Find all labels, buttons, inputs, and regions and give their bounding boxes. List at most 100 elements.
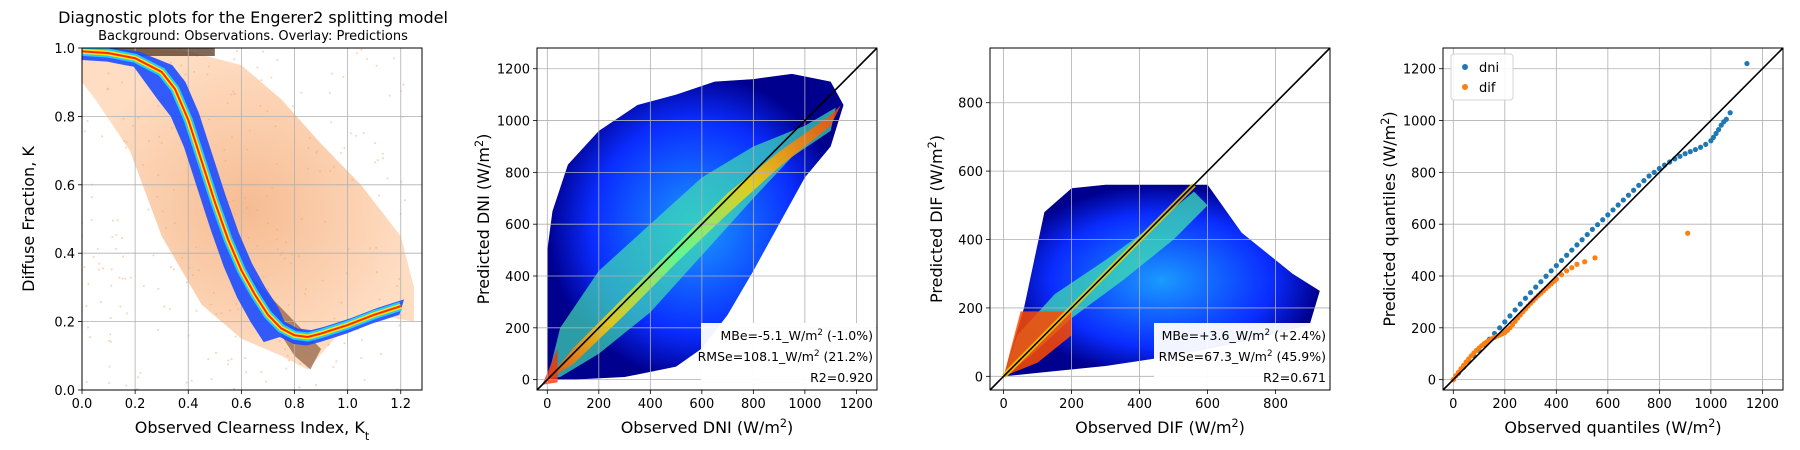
observation-point	[207, 358, 210, 361]
observation-point	[228, 309, 231, 312]
observation-point	[129, 276, 132, 279]
density-peak	[547, 105, 841, 380]
observation-point	[121, 237, 124, 240]
dni-point	[1697, 144, 1704, 150]
observation-point	[233, 387, 236, 390]
dif-point	[1558, 272, 1565, 278]
observation-point	[369, 247, 372, 250]
y-tick-label: 600	[958, 165, 983, 180]
observation-point	[343, 342, 346, 345]
x-tick-label: 0.6	[231, 397, 252, 412]
observation-point	[157, 329, 160, 332]
observation-point	[378, 298, 381, 301]
observation-point	[403, 199, 406, 202]
observation-point	[244, 357, 247, 360]
observation-point	[188, 266, 191, 269]
annotation-text: MBe=-5.1_W/m2 (-1.0%)	[720, 328, 873, 343]
observation-point	[298, 386, 301, 389]
observation-point	[266, 110, 269, 113]
observation-point	[220, 312, 223, 315]
observation-point	[106, 87, 109, 90]
observation-point	[195, 246, 198, 249]
observation-point	[308, 136, 311, 139]
dni-point	[1703, 141, 1709, 147]
annotation-text: MBe=+3.6_W/m2 (+2.4%)	[1162, 328, 1326, 343]
observation-point	[343, 146, 346, 149]
dni-point	[1543, 273, 1549, 279]
dif-point	[1574, 261, 1580, 267]
observation-point	[267, 222, 270, 225]
dni-point	[1631, 187, 1637, 193]
annotation-text: RMSe=67.3_W/m2 (45.9%)	[1159, 349, 1326, 364]
observation-point	[92, 255, 95, 258]
x-tick-label: 0.2	[125, 397, 146, 412]
y-axis-label: Diffuse Fraction, K	[19, 146, 38, 292]
dni-point	[1548, 268, 1554, 274]
observation-point	[332, 366, 335, 369]
y-axis-label: Predicted DNI (W/m2)	[473, 134, 494, 305]
observation-point	[136, 387, 139, 390]
observation-point	[288, 359, 291, 362]
dif-point	[1582, 259, 1588, 265]
observations-top-band	[82, 48, 215, 56]
observation-point	[304, 287, 307, 290]
dni-point	[1625, 192, 1632, 198]
observation-point	[377, 194, 380, 197]
y-tick-label: 800	[958, 97, 983, 112]
observation-point	[124, 146, 127, 149]
axes: 0 200 400 600 800 0 200 400 600 800 Observed DIF (…	[926, 47, 1331, 437]
observation-point	[230, 93, 233, 96]
observation-point	[396, 285, 399, 288]
observation-point	[233, 212, 236, 215]
observation-point	[137, 116, 140, 119]
observation-point	[90, 196, 93, 199]
observation-point	[97, 268, 100, 271]
observation-point	[90, 219, 93, 222]
y-tick-label: 1200	[497, 63, 530, 78]
observation-point	[185, 281, 188, 284]
y-tick-label: 600	[1411, 218, 1436, 233]
observation-point	[340, 151, 343, 154]
observation-point	[285, 367, 288, 370]
y-tick-label: 200	[1411, 322, 1436, 337]
observation-point	[89, 336, 92, 339]
observation-point	[362, 132, 365, 135]
observation-point	[157, 287, 160, 290]
x-tick-label: 600	[1195, 397, 1220, 412]
y-tick-label: 0.8	[54, 110, 75, 125]
dni-point	[1692, 146, 1699, 153]
axes: 0 200 400 600 800 1000 1200 0 200 400 600 800 1000 12…	[473, 47, 878, 437]
dif-point	[1685, 230, 1691, 236]
observation-point	[118, 276, 121, 279]
observation-point	[85, 381, 88, 384]
observation-point	[86, 120, 89, 123]
dni-point	[1507, 313, 1513, 319]
observation-point	[291, 105, 294, 108]
observation-point	[274, 125, 277, 128]
y-tick-label: 0	[975, 370, 983, 385]
observation-point	[147, 139, 150, 142]
observation-point	[110, 284, 113, 287]
observation-point	[381, 157, 384, 160]
observation-point	[108, 339, 111, 342]
observation-point	[157, 104, 160, 107]
dif-panel: 0 200 400 600 800 0 200 400 600 800 Observed DIF (…	[926, 47, 1331, 437]
observation-point	[331, 72, 334, 75]
observation-point	[356, 52, 359, 55]
observation-point	[363, 379, 366, 382]
observations-heatmap	[82, 48, 415, 390]
observation-point	[185, 381, 188, 384]
panel1-subtitle: Background: Observations. Overlay: Predi…	[98, 29, 408, 44]
observation-point	[271, 187, 274, 190]
observation-point	[375, 64, 378, 67]
density-origin	[542, 348, 558, 385]
dif-point	[1592, 255, 1598, 261]
observation-point	[287, 304, 290, 307]
dni-point	[1553, 263, 1559, 269]
observation-point	[237, 308, 240, 311]
observation-point	[388, 94, 391, 97]
x-tick-label: 0.8	[284, 397, 305, 412]
observation-point	[345, 272, 348, 275]
observation-point	[214, 351, 217, 354]
